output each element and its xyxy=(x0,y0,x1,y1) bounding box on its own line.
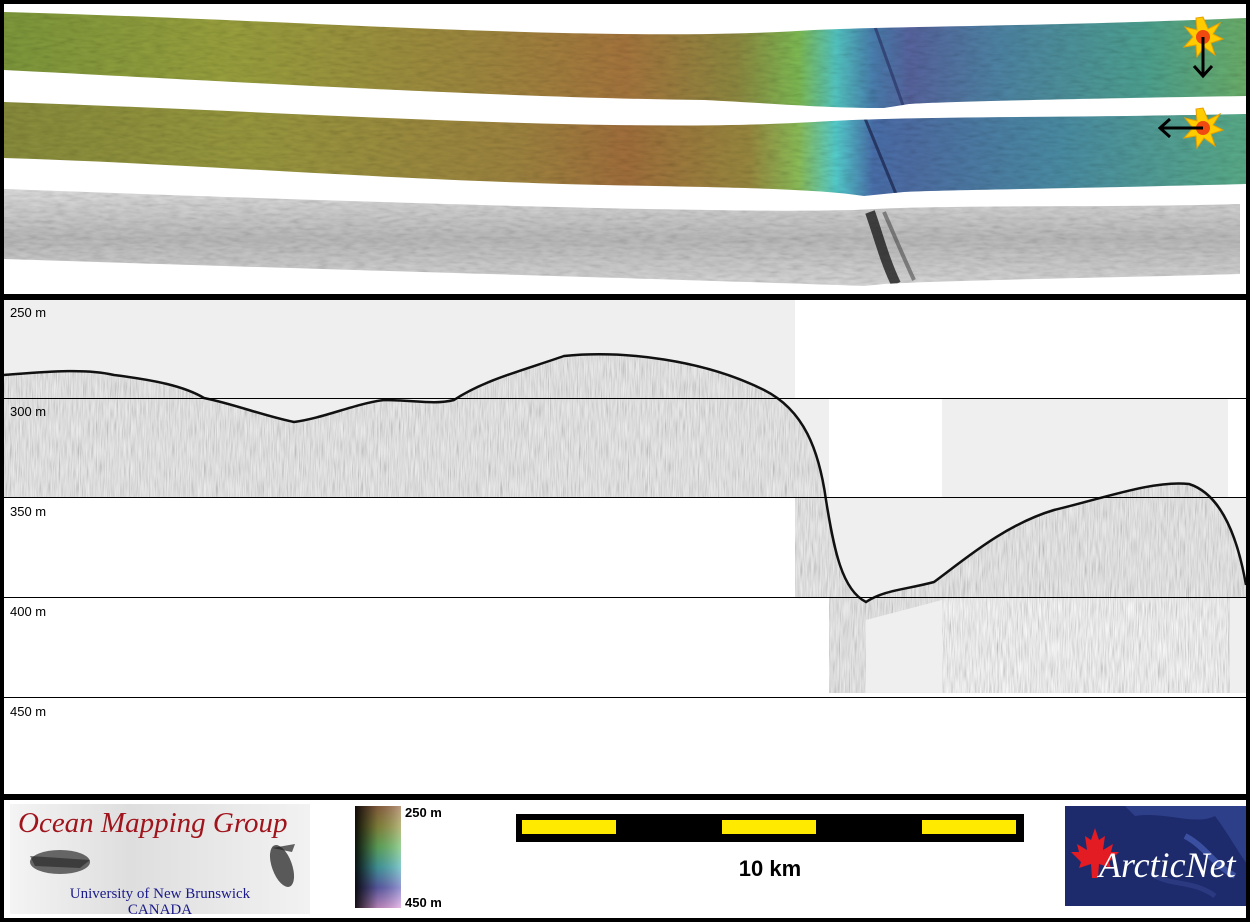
scale-segment xyxy=(522,820,616,834)
backscatter-strip xyxy=(4,189,1240,286)
subbottom-profile-panel: 250 m 300 m 350 m 400 m 450 m xyxy=(4,300,1246,794)
arrow-down-icon xyxy=(1192,37,1214,79)
footer-panel: Ocean Mapping Group University of New Br… xyxy=(4,800,1246,918)
ocean-mapping-group-logo: Ocean Mapping Group University of New Br… xyxy=(10,804,310,914)
arctic-map-graphic xyxy=(1071,806,1246,899)
subbottom-profile xyxy=(4,300,1246,693)
maple-leaf-icon xyxy=(1071,828,1119,878)
swath-imagery xyxy=(4,12,1246,286)
arcticnet-wordmark: ArcticNet xyxy=(1099,845,1236,885)
colorbar-bottom-label: 450 m xyxy=(405,895,442,910)
logo-university: University of New Brunswick xyxy=(69,886,251,902)
depth-gridline xyxy=(4,697,1246,698)
arrow-left-icon xyxy=(1157,117,1203,139)
depth-label: 350 m xyxy=(10,504,47,519)
depth-gridline xyxy=(4,597,1246,598)
depth-label: 400 m xyxy=(10,604,47,619)
bathymetry-strip-2 xyxy=(4,102,1246,196)
depth-label: 450 m xyxy=(10,704,47,719)
depth-colorbar xyxy=(355,806,401,908)
subbottom-echo xyxy=(4,354,1246,693)
logo-title: Ocean Mapping Group xyxy=(18,807,288,839)
depth-label: 300 m xyxy=(10,404,47,419)
logo-graphic xyxy=(30,844,295,887)
logo-country: CANADA xyxy=(127,902,193,914)
scale-segment xyxy=(722,820,816,834)
depth-gridline xyxy=(4,398,1246,399)
scale-label: 10 km xyxy=(738,856,802,881)
scale-bar xyxy=(516,814,1024,842)
arcticnet-logo: ArcticNet xyxy=(1065,806,1246,906)
colorbar-top-label: 250 m xyxy=(405,805,442,820)
scale-segment xyxy=(922,820,1016,834)
depth-gridline xyxy=(4,497,1246,498)
seafloor-reflector xyxy=(4,353,1246,604)
depth-label: 250 m xyxy=(10,305,47,320)
bathymetry-strip-1 xyxy=(4,12,1246,108)
swath-panel xyxy=(4,4,1246,294)
